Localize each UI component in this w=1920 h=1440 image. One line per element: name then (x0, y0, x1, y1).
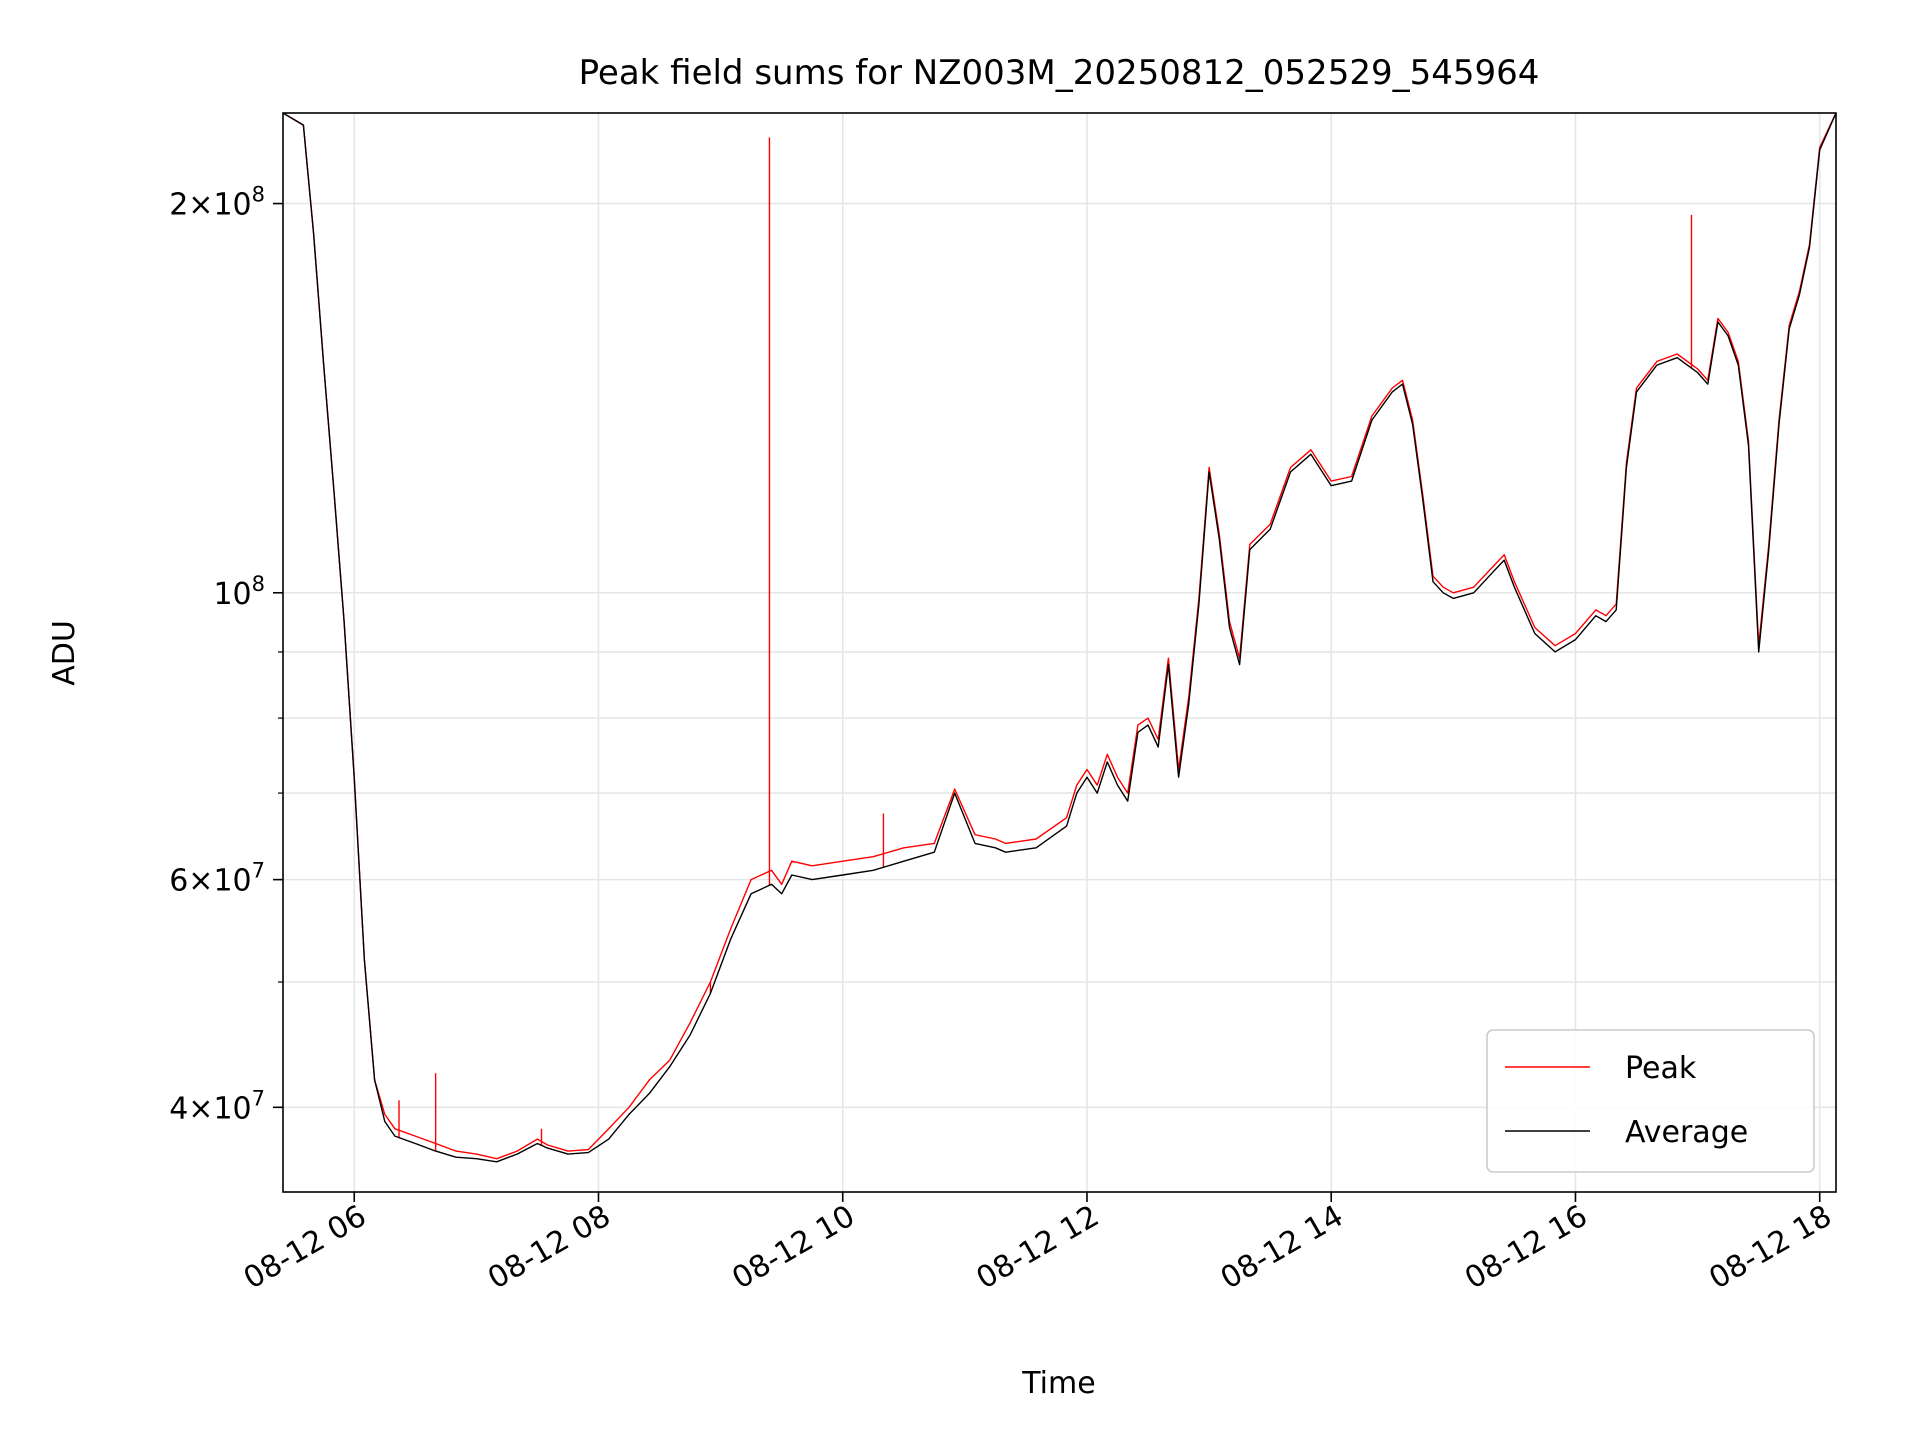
series-line-average (282, 112, 1837, 1163)
x-tick-label: 08-12 18 (1703, 1199, 1837, 1297)
x-tick-label: 08-12 08 (482, 1199, 616, 1297)
plot-series (282, 112, 1837, 1163)
x-axis-label: Time (1021, 1366, 1095, 1401)
y-tick-exponent: 8 (252, 572, 265, 596)
y-tick-mantissa: 4 (169, 1091, 188, 1126)
y-axis: 4×107 6×107 108 2×108 (169, 183, 283, 1126)
x-tick-label: 08-12 12 (971, 1199, 1105, 1297)
y-tick-label: 4×107 (169, 1086, 265, 1126)
y-tick-exponent: 7 (252, 1086, 265, 1110)
legend-box (1486, 1029, 1815, 1173)
x-tick-label: 08-12 16 (1459, 1199, 1593, 1297)
y-tick-mantissa: 2 (169, 188, 188, 223)
legend-label-average: Average (1625, 1115, 1748, 1150)
y-tick-label: 108 (213, 572, 265, 612)
series-line-peak (282, 112, 1837, 1160)
y-tick-mantissa: 6 (169, 864, 188, 899)
x-tick-label: 08-12 10 (726, 1199, 860, 1297)
x-axis: 08-12 06 08-12 08 08-12 10 08-12 12 08-12 14… (238, 1192, 1838, 1296)
y-tick-label: 6×107 (169, 859, 265, 899)
x-tick-label: 08-12 14 (1215, 1199, 1349, 1297)
x-tick-label: 08-12 06 (238, 1199, 372, 1297)
y-tick-label: 2×108 (169, 183, 265, 223)
legend-label-peak: Peak (1625, 1051, 1697, 1086)
chart-title: Peak field sums for NZ003M_20250812_0525… (579, 53, 1540, 93)
y-tick-exponent: 7 (252, 859, 265, 883)
y-axis-label: ADU (47, 620, 82, 686)
legend: Peak Average (1486, 1029, 1815, 1173)
grid (283, 113, 1836, 1192)
y-tick-exponent: 8 (252, 183, 265, 207)
peak-spikes (398, 137, 1693, 1152)
